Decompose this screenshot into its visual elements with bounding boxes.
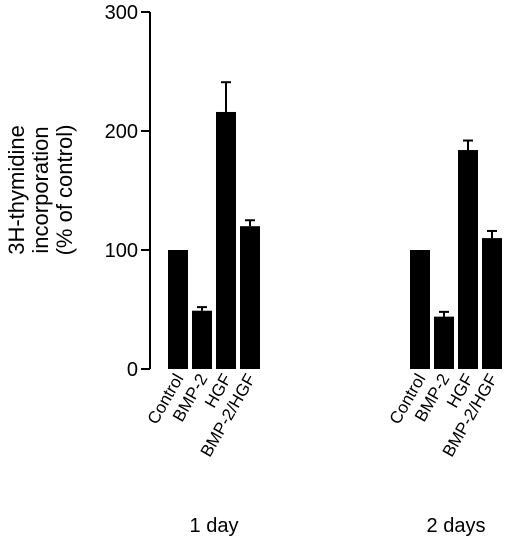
bar: [168, 250, 188, 369]
y-axis-label-line-2: incorporation: [28, 126, 53, 253]
bar: [434, 316, 454, 369]
y-tick-label: 200: [105, 121, 138, 143]
y-axis-label-line-1: 3H-thymidine: [4, 125, 29, 255]
y-tick-label: 100: [105, 240, 138, 262]
y-axis-label-line-3: (% of control): [52, 125, 77, 256]
y-tick-label: 0: [127, 359, 138, 381]
group-label: 1 day: [190, 515, 239, 537]
bar: [192, 310, 212, 369]
y-axis: 0 100 200 300: [105, 2, 151, 381]
bar: [410, 250, 430, 369]
bar: [216, 111, 236, 370]
y-axis-label: 3H-thymidine incorporation (% of control…: [4, 125, 77, 256]
bar: [482, 238, 502, 369]
y-tick-label: 300: [105, 2, 138, 24]
bars: [168, 81, 502, 370]
bar: [240, 226, 260, 369]
group-label: 2 days: [427, 515, 486, 537]
bar: [458, 150, 478, 369]
